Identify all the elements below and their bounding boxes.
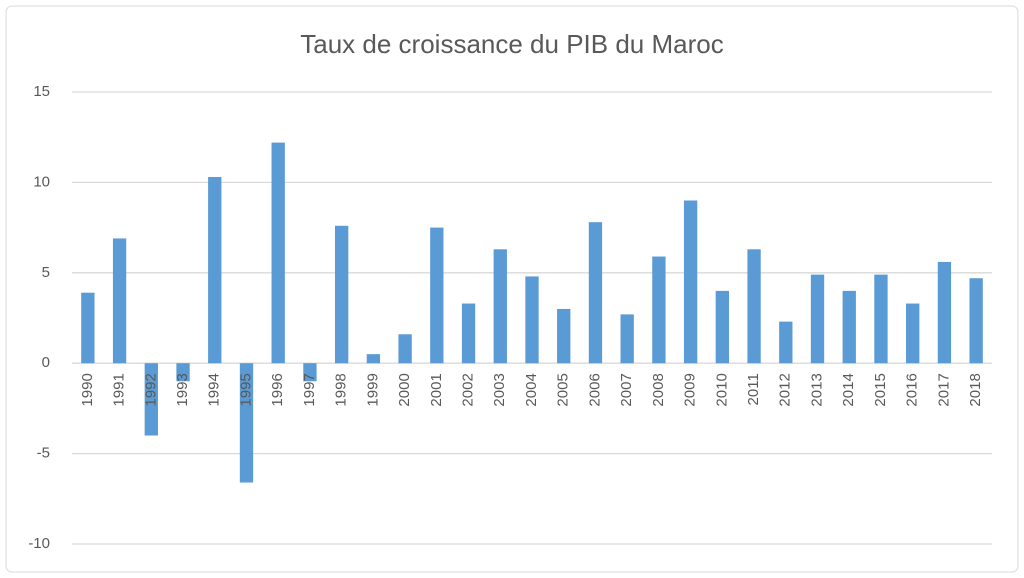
- x-tick-label: 2000: [396, 373, 413, 406]
- bar: [620, 314, 634, 364]
- x-tick-label: 2004: [523, 373, 540, 406]
- x-tick-label: 2008: [650, 373, 667, 406]
- x-tick-label: 2009: [682, 373, 699, 406]
- x-tick-label: 2011: [745, 373, 762, 405]
- bar: [112, 238, 127, 364]
- x-tick-label: 1996: [269, 373, 286, 406]
- bar: [271, 142, 285, 364]
- x-tick-label: 1992: [142, 373, 159, 406]
- y-tick-label: 0: [42, 354, 50, 371]
- bar: [398, 334, 412, 364]
- bar: [747, 249, 761, 364]
- y-tick-label: -5: [37, 445, 50, 462]
- bar: [810, 274, 825, 364]
- chart-frame: [5, 5, 1019, 573]
- bar: [525, 276, 539, 364]
- x-tick-label: 2015: [872, 373, 889, 406]
- bar: [842, 290, 856, 364]
- y-tick-label: 15: [33, 83, 50, 100]
- x-tick-label: 2002: [460, 373, 477, 406]
- bar: [366, 354, 381, 364]
- chart-title: Taux de croissance du PIB du Maroc: [300, 29, 723, 59]
- bar: [557, 308, 571, 364]
- bar: [588, 222, 603, 364]
- bar: [208, 176, 222, 364]
- x-tick-label: 2012: [777, 373, 794, 406]
- x-tick-label: 2007: [618, 373, 635, 406]
- bar: [493, 249, 507, 364]
- x-tick-label: 1990: [79, 373, 96, 406]
- bar: [81, 292, 95, 364]
- y-tick-label: 5: [42, 264, 50, 281]
- bar: [937, 261, 952, 364]
- x-tick-label: 1991: [111, 373, 128, 406]
- y-tick-label: -10: [28, 535, 50, 552]
- bar: [969, 278, 983, 364]
- bar: [779, 321, 793, 364]
- x-tick-label: 1997: [301, 373, 318, 406]
- bar: [874, 274, 888, 364]
- bar: [906, 303, 920, 364]
- bar: [652, 256, 666, 364]
- bar: [430, 227, 444, 364]
- x-tick-label: 2005: [555, 373, 572, 406]
- x-tick-label: 2018: [967, 373, 984, 406]
- bar: [715, 290, 730, 364]
- bar: [303, 363, 317, 382]
- x-tick-label: 2017: [935, 373, 952, 406]
- x-tick-label: 2014: [840, 373, 857, 406]
- bar: [239, 363, 254, 483]
- bar: [176, 363, 190, 382]
- x-tick-label: 2010: [713, 373, 730, 406]
- bar: [144, 363, 158, 436]
- x-tick-label: 2006: [586, 373, 603, 406]
- bar: [334, 225, 349, 364]
- x-tick-label: 1999: [364, 373, 381, 406]
- x-tick-label: 2003: [491, 373, 508, 406]
- x-tick-label: 2013: [808, 373, 825, 406]
- x-tick-label: 2001: [428, 373, 445, 406]
- bar: [461, 303, 476, 364]
- y-tick-label: 10: [33, 173, 50, 190]
- x-tick-label: 2016: [904, 373, 921, 406]
- x-tick-label: 1993: [174, 373, 191, 406]
- x-tick-label: 1994: [206, 373, 223, 406]
- x-tick-label: 1995: [237, 373, 254, 406]
- x-tick-label: 1998: [333, 373, 350, 406]
- bar: [683, 200, 698, 364]
